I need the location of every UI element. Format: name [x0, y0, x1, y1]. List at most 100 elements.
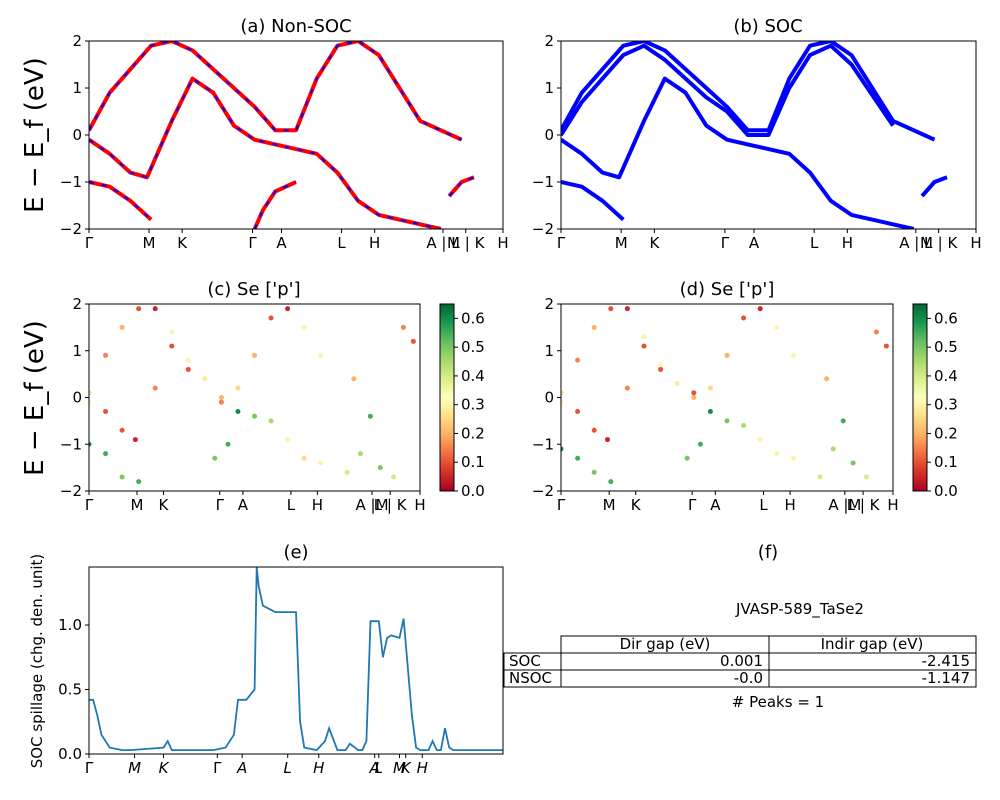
- projected-band-point: [691, 390, 697, 396]
- colorbar-tick-label: 0.2: [461, 424, 485, 442]
- panel-a-yticks: 2 1 0 −1 −2: [60, 32, 89, 238]
- projected-band-point: [185, 357, 191, 363]
- k-tick-label: H: [842, 234, 853, 252]
- projected-band-point: [89, 390, 92, 396]
- projected-band-point: [218, 395, 224, 400]
- projected-band-point: [658, 366, 664, 372]
- band-line-nsoc: [89, 180, 153, 222]
- band-line-soc: [920, 175, 948, 198]
- panel-b-title: (b) SOC: [733, 16, 802, 37]
- k-tick-label: H: [369, 234, 380, 252]
- projected-band-point: [367, 413, 373, 419]
- y-tick-label: 1: [72, 79, 82, 97]
- projected-band-point: [608, 306, 614, 312]
- k-tick-label: A: [238, 496, 249, 514]
- y-tick-label: 0: [544, 389, 554, 407]
- projected-band-point: [285, 437, 291, 443]
- k-tick-label: L: [284, 759, 292, 777]
- band-line-soc: [561, 41, 936, 142]
- k-tick-label: H: [414, 496, 425, 514]
- y-tick-label: −1: [532, 435, 554, 453]
- projected-band-point: [136, 479, 142, 485]
- band-line-soc: [561, 43, 895, 137]
- k-tick-label: Γ: [248, 234, 257, 252]
- colorbar-tick-label: 0.0: [461, 482, 485, 500]
- projected-band-point: [830, 446, 836, 452]
- panel-f-table: Dir gap (eV) Indir gap (eV) SOC 0.001 -2…: [503, 635, 977, 688]
- k-tick-label: Γ: [688, 496, 697, 514]
- projected-band-point: [790, 352, 796, 358]
- k-tick-label: M | K: [447, 234, 486, 252]
- panel-d-yticks: 2 1 0 −1 −2: [532, 295, 561, 500]
- k-tick-label: K: [631, 496, 642, 514]
- projected-band-point: [561, 446, 564, 452]
- projected-band-point: [863, 474, 869, 480]
- projected-band-point: [235, 385, 241, 391]
- colorbar-tick-label: 0.5: [461, 338, 485, 356]
- band-line-nsoc: [89, 76, 442, 229]
- projected-band-point: [344, 469, 350, 475]
- projected-band-point: [741, 423, 747, 429]
- projected-band-point: [119, 427, 125, 433]
- band-line-soc-overlay: [89, 181, 152, 221]
- k-tick-label: H: [313, 759, 324, 777]
- projected-band-point: [674, 380, 680, 386]
- projected-band-point: [624, 385, 630, 391]
- k-tick-label: A |M: [355, 496, 388, 514]
- y-tick-label: 1: [72, 342, 82, 360]
- projected-band-point: [318, 460, 324, 466]
- panel-b-yticks: 2 1 0 −1 −2: [532, 32, 561, 238]
- projected-band-point: [301, 324, 307, 330]
- panel-e-kticks: Γ M K Γ A L H AL MK H: [85, 754, 428, 777]
- colorbar-tick-label: 0.3: [461, 396, 485, 414]
- projected-band-point: [591, 469, 597, 475]
- projected-band-point: [152, 385, 158, 391]
- k-tick-label: A: [749, 234, 760, 252]
- projected-band-point: [561, 399, 564, 405]
- panel-d-colorbar: [912, 303, 928, 492]
- colorbar-tick-label: 0.1: [934, 453, 958, 471]
- panel-e-yticks: 0.0 0.5 1.0: [58, 616, 89, 763]
- k-tick-label: K: [649, 234, 660, 252]
- projected-band-point: [357, 451, 363, 457]
- projected-band-point: [89, 399, 92, 405]
- panel-d-frame: [560, 303, 894, 492]
- projected-band-point: [824, 376, 830, 382]
- y-tick-label: 0.5: [58, 681, 82, 699]
- projected-band-point: [103, 451, 109, 457]
- y-tick-label: −1: [60, 435, 82, 453]
- k-tick-label: A: [236, 759, 247, 777]
- k-tick-label: A |M: [828, 496, 861, 514]
- projected-band-point: [561, 390, 564, 396]
- band-line-nsoc: [252, 180, 297, 229]
- table-row-label: NSOC: [509, 669, 552, 687]
- projected-band-point: [225, 441, 231, 447]
- y-tick-label: −1: [532, 173, 554, 191]
- k-tick-label: Γ: [721, 234, 730, 252]
- y-tick-label: 1.0: [58, 616, 82, 634]
- projected-band-point: [119, 474, 125, 480]
- k-tick-label: M: [615, 234, 628, 252]
- projected-band-point: [235, 409, 241, 415]
- projected-band-point: [774, 324, 780, 330]
- projected-band-point: [575, 357, 581, 363]
- projected-band-point: [604, 437, 610, 443]
- projected-band-point: [608, 479, 614, 485]
- panel-d-colorbar-ticks: 0.0 0.1 0.2 0.3 0.4 0.5 0.6: [927, 309, 958, 500]
- projected-band-point: [218, 399, 224, 405]
- projected-band-point: [132, 437, 138, 443]
- panel-c-title: (c) Se ['p']: [207, 279, 300, 300]
- band-line-soc: [561, 76, 915, 229]
- panel-b-plot: [561, 41, 948, 229]
- y-tick-label: −2: [60, 220, 82, 238]
- colorbar-tick-label: 0.2: [934, 424, 958, 442]
- k-tick-label: L: [375, 759, 383, 777]
- k-tick-label: M | K: [920, 234, 959, 252]
- y-tick-label: 2: [544, 295, 554, 313]
- panel-b: (b) SOC 2 1 0 −1 −2 Γ M K Γ A L H A | LM | K H: [532, 16, 982, 252]
- projected-band-point: [684, 455, 690, 461]
- panel-f-compound: JVASP-589_TaSe2: [735, 600, 864, 619]
- k-tick-label: M: [143, 234, 156, 252]
